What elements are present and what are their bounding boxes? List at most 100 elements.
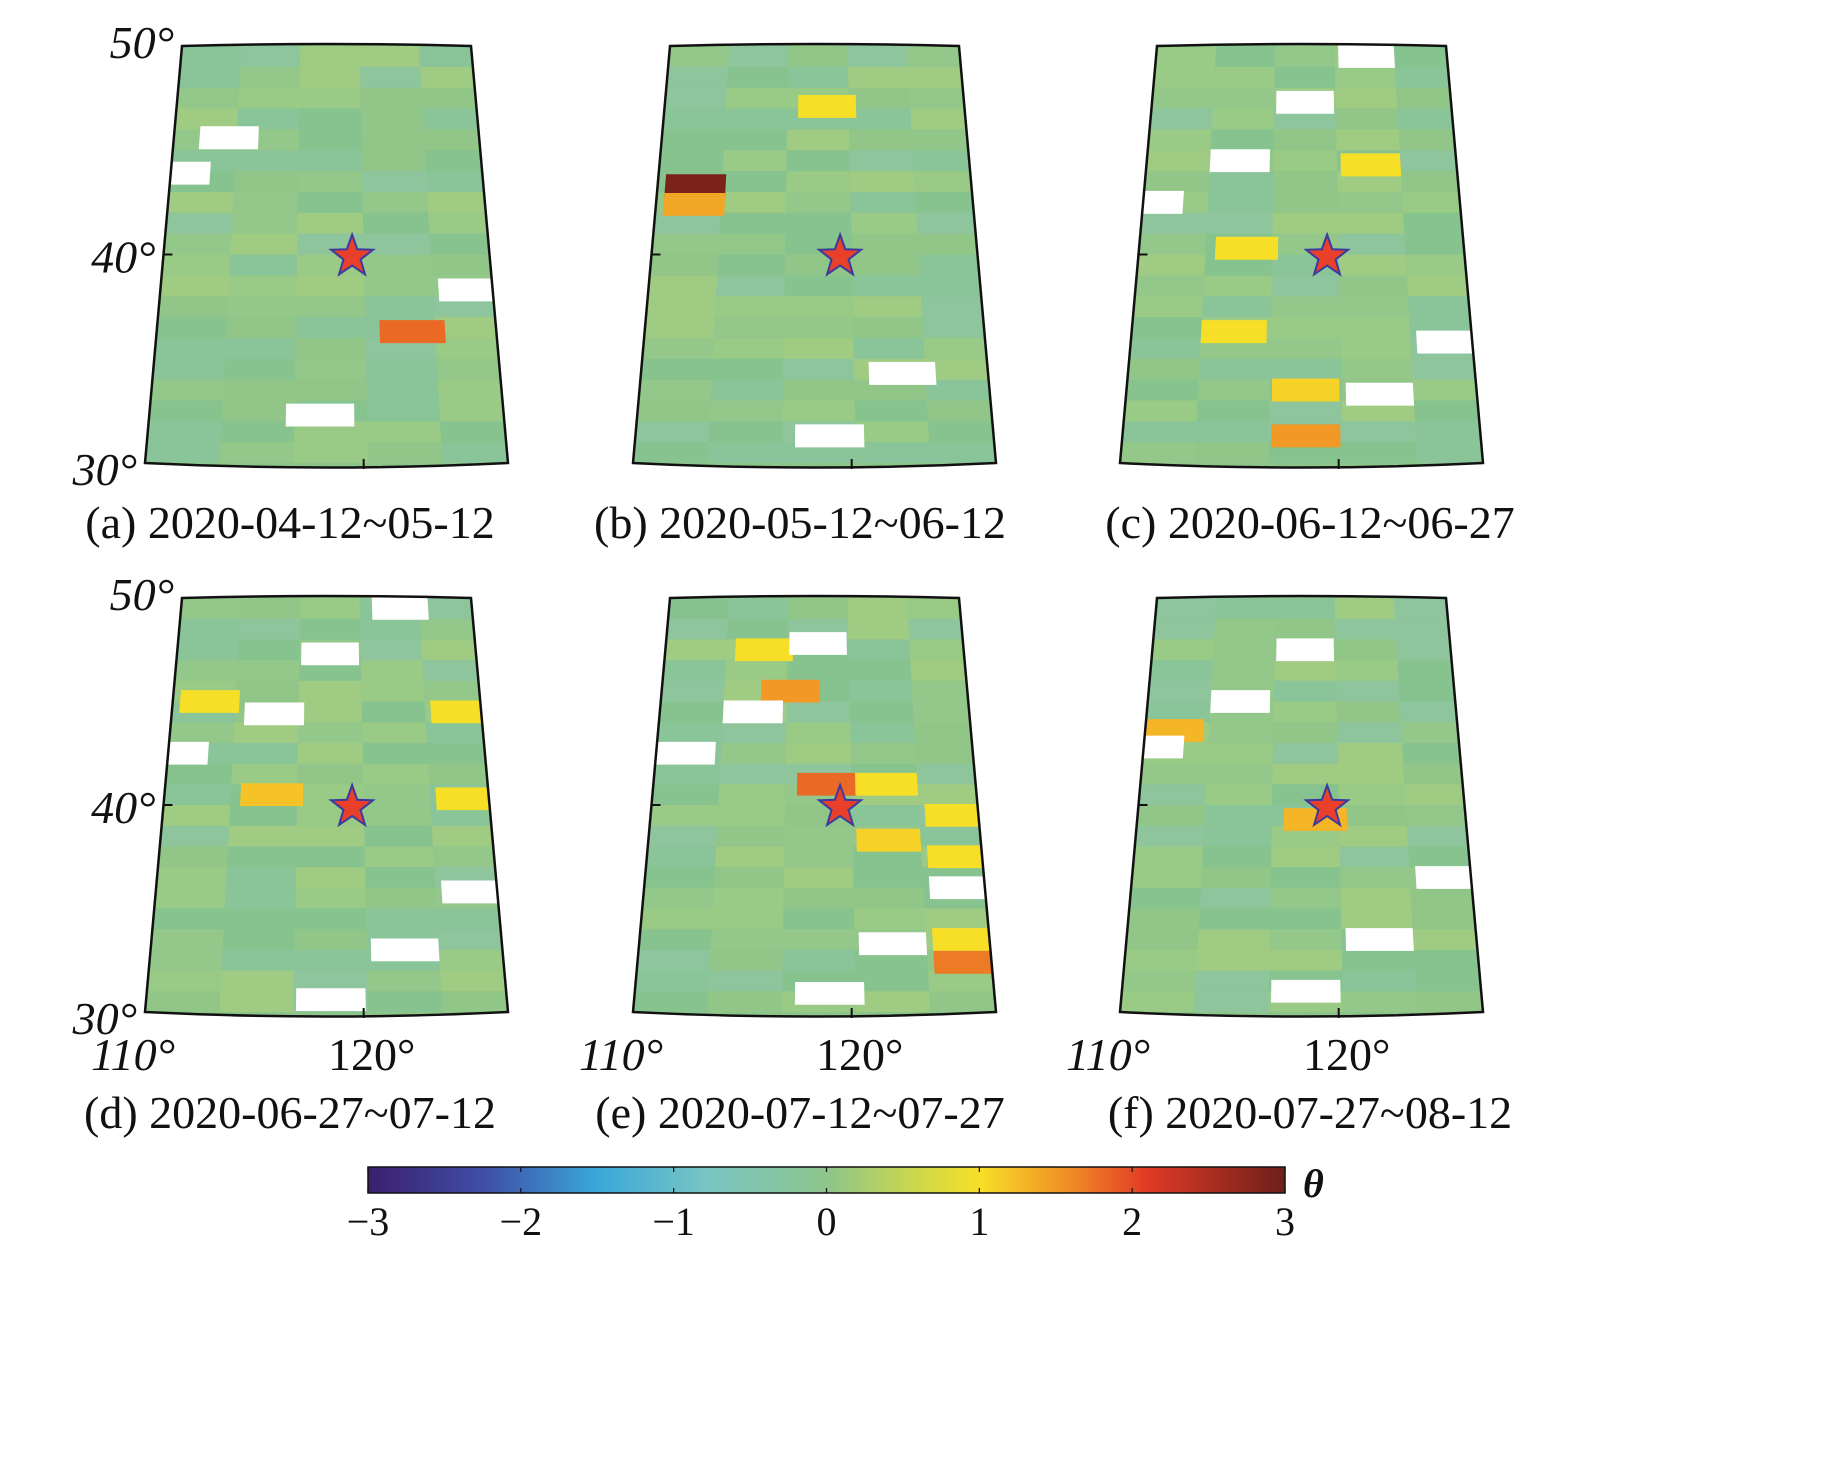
grid-cell (233, 171, 299, 192)
grid-cell (1416, 442, 1483, 463)
grid-cell (1151, 639, 1215, 661)
grid-cell (660, 129, 725, 151)
grid-cell (850, 171, 916, 192)
grid-cell (1339, 275, 1408, 297)
grid-cell (716, 275, 785, 297)
grid-cell (169, 722, 235, 743)
grid-cell (1406, 275, 1477, 297)
grid-cell (295, 358, 367, 380)
grid-cell (1131, 867, 1202, 888)
grid-cell (1134, 275, 1205, 297)
grid-cell (711, 908, 784, 930)
grid-cell (300, 46, 361, 67)
anomaly-cell (240, 783, 304, 807)
grid-cell (783, 867, 854, 888)
grid-cell (787, 660, 850, 681)
grid-cell (1336, 129, 1400, 151)
grid-cell (853, 337, 925, 359)
anomaly-cell (722, 700, 784, 724)
grid-cell (785, 191, 851, 213)
grid-cell (719, 763, 786, 785)
grid-cell (154, 887, 226, 909)
grid-cell (651, 784, 720, 805)
grid-cell (1412, 929, 1483, 950)
grid-cell (906, 46, 968, 67)
grid-cell (163, 784, 232, 805)
grid-cell (157, 846, 229, 868)
grid-cell (424, 150, 490, 172)
grid-cell (229, 805, 298, 826)
anomaly-cell (243, 702, 305, 726)
grid-cell (1211, 108, 1275, 130)
grid-cell (713, 867, 785, 888)
grid-cell (855, 991, 931, 1012)
grid-cell (232, 191, 299, 213)
grid-cell (1275, 598, 1336, 619)
grid-cell (224, 887, 296, 909)
grid-cell (1403, 763, 1471, 785)
grid-cell (1197, 929, 1271, 950)
grid-cell (299, 66, 361, 88)
grid-cell (364, 825, 433, 847)
grid-cell (226, 846, 297, 868)
grid-cell (234, 150, 299, 172)
grid-cell (907, 66, 970, 88)
grid-cell (710, 379, 784, 401)
grid-cell (239, 618, 301, 640)
grid-cell (1138, 233, 1207, 255)
map-frame (143, 594, 510, 1018)
colorbar-label: θ (1303, 1161, 1324, 1206)
grid-cell (785, 212, 852, 234)
anomaly-cell (794, 981, 865, 1005)
grid-cell (848, 660, 912, 681)
grid-cell (1198, 358, 1271, 380)
grid-cell (150, 929, 224, 950)
grid-cell (645, 846, 717, 868)
panel-caption: (a) 2020-04-12~05-12 (85, 497, 494, 548)
grid-cell (1129, 337, 1201, 359)
grid-cell (1212, 87, 1275, 109)
grid-cell (233, 722, 299, 743)
grid-cell (1121, 421, 1197, 443)
grid-cell (1399, 150, 1465, 172)
grid-cell (1337, 212, 1405, 234)
grid-cell (920, 296, 992, 318)
grid-cell (1203, 825, 1272, 847)
grid-cell (658, 701, 724, 723)
grid-cell (1194, 442, 1270, 463)
grid-cell (782, 379, 855, 401)
grid-cell (366, 379, 439, 401)
colorbar-tick-label: −3 (347, 1199, 390, 1244)
lat-label: 50° (110, 17, 174, 68)
grid-cell (419, 618, 482, 640)
grid-cell (296, 275, 365, 297)
grid-cell (367, 970, 442, 992)
grid-cell (1132, 296, 1204, 318)
star-icon (816, 231, 864, 277)
grid-cell (1337, 191, 1404, 213)
panel-caption: (f) 2020-07-27~08-12 (1108, 1087, 1512, 1138)
grid-cell (924, 908, 996, 930)
grid-cell (1272, 191, 1338, 213)
grid-cell (180, 46, 242, 67)
grid-cell (848, 66, 910, 88)
grid-cell (849, 701, 914, 723)
grid-cell (1396, 639, 1459, 661)
grid-cell (1274, 618, 1336, 640)
colorbar-tick-label: 1 (969, 1199, 989, 1244)
anomaly-cell (789, 632, 847, 655)
grid-cell (425, 171, 492, 192)
anomaly-cell (924, 803, 990, 827)
grid-cell (1404, 784, 1473, 805)
grid-cell (1415, 970, 1483, 992)
grid-cell (668, 598, 730, 619)
grid-cell (361, 129, 425, 151)
anomaly-cell (734, 638, 794, 662)
grid-cell (1393, 46, 1455, 67)
anomaly-cell (1210, 690, 1271, 713)
grid-cell (178, 66, 241, 88)
grid-cell (664, 87, 728, 109)
grid-cell (668, 46, 730, 67)
grid-cell (928, 421, 996, 443)
lat-label: 40° (91, 232, 155, 283)
